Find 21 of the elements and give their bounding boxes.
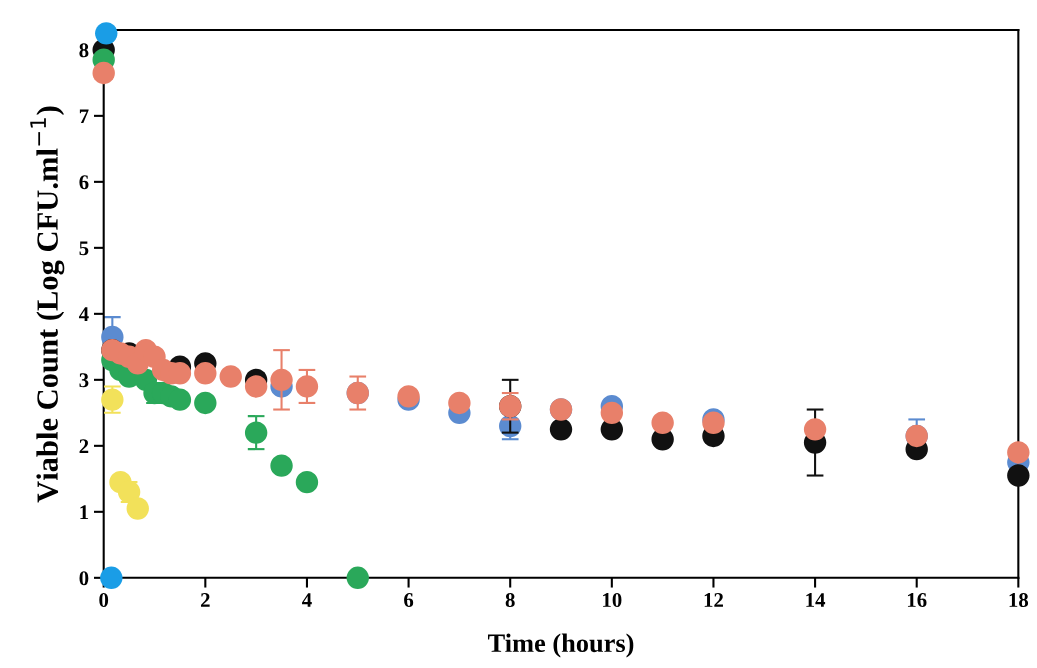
- y-tick-label: 2: [79, 439, 89, 454]
- y-tick-label: 3: [79, 373, 89, 388]
- x-tick-label: 10: [603, 593, 622, 608]
- y-tick-label: 4: [78, 307, 89, 322]
- x-axis-title: Time (hours): [488, 633, 634, 658]
- x-tick-label: 12: [704, 593, 723, 607]
- y-axis-title: Viable Count (Log CFU.ml$^{−1}$): [30, 106, 65, 503]
- y-tick-label: 7: [79, 109, 89, 124]
- x-tick-label: 18: [1009, 593, 1029, 608]
- x-tick-label: 2: [200, 593, 210, 607]
- x-tick-label: 8: [505, 593, 515, 608]
- x-tick-label: 4: [302, 593, 312, 607]
- y-tick-label: 1: [80, 505, 89, 520]
- y-tick-label: 0: [79, 571, 89, 586]
- y-tick-label: 6: [79, 175, 89, 190]
- x-tick-label: 14: [806, 593, 826, 607]
- x-tick-label: 0: [99, 593, 109, 608]
- y-tick-label: 8: [79, 43, 89, 58]
- y-tick-label: 5: [79, 241, 89, 256]
- x-tick-label: 6: [404, 593, 414, 608]
- x-tick-label: 16: [907, 593, 927, 608]
